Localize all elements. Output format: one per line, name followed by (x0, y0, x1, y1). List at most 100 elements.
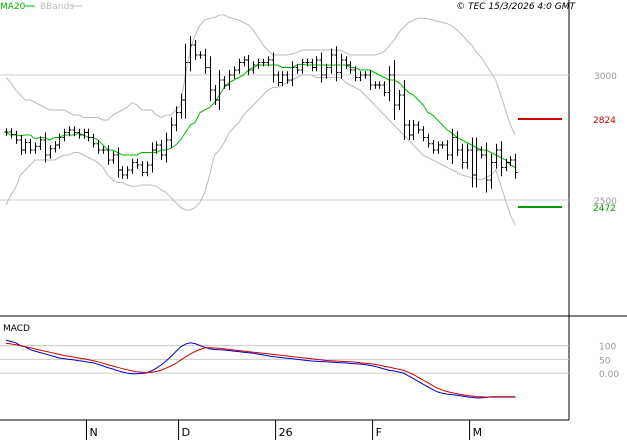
ma-legend-label: MA20 (0, 2, 26, 12)
ohlc-bar (285, 71, 290, 84)
ohlc-bar (470, 137, 475, 188)
ohlc-bar (431, 140, 436, 154)
x-tick-label: 26 (279, 426, 293, 439)
macd-title: MACD (3, 324, 30, 334)
moving-average-line (5, 63, 516, 168)
x-tick-label: D (182, 426, 190, 439)
ohlc-bar (489, 153, 494, 189)
ohlc-bar (392, 60, 397, 120)
ohlc-bar (407, 120, 412, 140)
ohlc-bar (19, 135, 24, 155)
ohlc-bar (33, 142, 38, 154)
price-levels: 2824 2472 (518, 116, 616, 214)
ohlc-bar (9, 128, 14, 139)
copyright-text: © TEC 15/3/2026 4:0 GMT (456, 2, 576, 12)
ohlc-bar (77, 128, 82, 139)
ohlc-bar (48, 145, 53, 159)
macd-line (5, 339, 516, 399)
ohlc-bar (23, 138, 28, 154)
bb-upper-line (5, 14, 516, 136)
ohlc-bar (251, 61, 256, 74)
ohlc-bar (193, 40, 198, 60)
ohlc-bar (169, 117, 174, 148)
ohlc-bar (436, 141, 441, 154)
macd-tick-label: 0.00 (599, 370, 619, 380)
ohlc-bar (445, 140, 450, 160)
ohlc-bar (28, 138, 33, 154)
signal-line (5, 342, 516, 398)
ohlc-bar (310, 58, 315, 72)
ohlc-bar (271, 52, 276, 83)
ohlc-bar (280, 71, 285, 87)
ohlc-bar (159, 140, 164, 160)
ohlc-bar (455, 131, 460, 157)
ohlc-bar (101, 146, 106, 154)
ohlc-bar (373, 81, 378, 89)
ohlc-bar (232, 66, 237, 79)
ohlc-bar (266, 56, 271, 67)
ohlc-bar (465, 143, 470, 169)
axis-ticks: 3000 2500 100 50 0.00 N D 26 F M (85, 72, 619, 440)
ohlc-bar (150, 142, 155, 173)
ohlc-bar (140, 161, 145, 177)
ohlc-bar (460, 143, 465, 169)
bbands-legend-label: BBands (40, 2, 74, 12)
ohlc-bar (314, 56, 319, 72)
ohlc-bar (329, 48, 334, 74)
ohlc-bar (179, 93, 184, 119)
ohlc-bar (242, 56, 247, 67)
ohlc-bar (14, 130, 19, 144)
ohlc-bar (421, 126, 426, 142)
ohlc-bar (43, 132, 48, 163)
ohlc-bar (499, 141, 504, 177)
ohlc-bar (319, 52, 324, 83)
ohlc-bar (86, 128, 91, 142)
ohlc-bar (96, 140, 101, 154)
ohlc-bar (484, 142, 489, 193)
ohlc-bar (344, 56, 349, 69)
price-level-label: 2472 (593, 204, 616, 214)
price-tick-label: 2500 (594, 197, 617, 207)
ohlc-bar (387, 66, 392, 102)
ohlc-bars (4, 36, 518, 193)
ohlc-bar (450, 128, 455, 164)
ohlc-bar (120, 166, 125, 179)
price-tick-label: 3000 (594, 72, 617, 82)
ma20-line (5, 63, 516, 168)
ohlc-bar (479, 146, 484, 159)
grid-layer (0, 74, 569, 374)
ohlc-bar (504, 158, 509, 172)
ohlc-bar (256, 58, 261, 69)
ohlc-bar (125, 166, 130, 179)
bb-lower-line (5, 74, 516, 226)
ohlc-bar (53, 141, 58, 153)
ohlc-bar (135, 158, 140, 169)
ohlc-bar (4, 128, 9, 136)
ohlc-bar (363, 71, 368, 79)
ohlc-bar (203, 48, 208, 74)
ohlc-bar (474, 137, 479, 188)
ohlc-bar (145, 161, 150, 177)
ohlc-bar (295, 63, 300, 74)
ohlc-bar (368, 70, 373, 90)
ohlc-bar (513, 153, 518, 179)
bollinger-bands (5, 14, 516, 226)
x-tick-label: M (473, 426, 483, 439)
ohlc-bar (130, 158, 135, 174)
ohlc-bar (222, 76, 227, 89)
ohlc-bar (111, 151, 116, 164)
ohlc-bar (339, 53, 344, 79)
ohlc-bar (305, 58, 310, 67)
ohlc-bar (324, 63, 329, 79)
ohlc-bar (72, 126, 77, 137)
ohlc-bar (276, 71, 281, 87)
ohlc-bar (358, 71, 363, 82)
ohlc-bar (300, 58, 305, 74)
ohlc-bar (426, 133, 431, 148)
ohlc-bar (237, 58, 242, 74)
ohlc-bar (217, 70, 222, 110)
ohlc-bar (67, 126, 72, 137)
ohlc-bar (38, 136, 43, 150)
